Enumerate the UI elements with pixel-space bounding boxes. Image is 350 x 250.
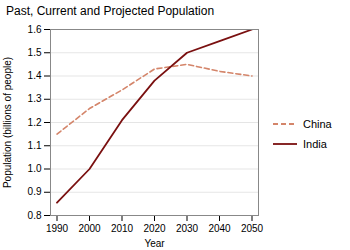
svg-text:2050: 2050 — [241, 223, 264, 234]
svg-text:0.9: 0.9 — [28, 186, 42, 197]
svg-text:2020: 2020 — [143, 223, 166, 234]
svg-text:2010: 2010 — [111, 223, 134, 234]
html-text:Past, Current and Projected Po: Past, Current and Projected Population — [6, 4, 215, 18]
svg-text:1.5: 1.5 — [28, 47, 42, 58]
html-text:India: India — [303, 138, 327, 150]
svg-text:2030: 2030 — [176, 223, 199, 234]
svg-text:1.4: 1.4 — [28, 70, 42, 81]
svg-text:1.1: 1.1 — [28, 140, 42, 151]
svg-text:1.6: 1.6 — [28, 24, 42, 35]
html-text:China: China — [303, 118, 332, 130]
svg-text:1.2: 1.2 — [28, 117, 42, 128]
svg-text:1.3: 1.3 — [28, 93, 42, 104]
svg-text:Population (billions of people: Population (billions of people) — [2, 57, 13, 188]
svg-text:2000: 2000 — [78, 223, 101, 234]
svg-text:1.0: 1.0 — [28, 163, 42, 174]
svg-text:1990: 1990 — [46, 223, 69, 234]
svg-text:0.8: 0.8 — [28, 210, 42, 221]
svg-text:2040: 2040 — [208, 223, 231, 234]
svg-text:Year: Year — [144, 238, 165, 249]
